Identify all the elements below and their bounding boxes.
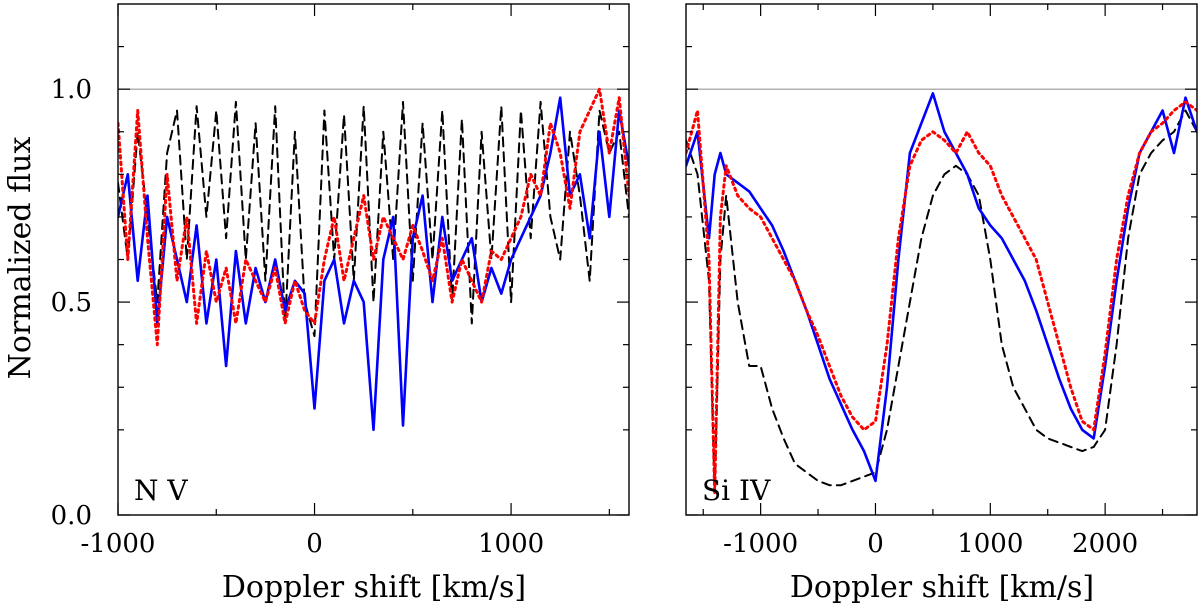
x-tick-label: -1000	[723, 529, 798, 559]
y-tick-label: 1.0	[51, 75, 92, 105]
x-axis-label-siiv: Doppler shift [km/s]	[790, 570, 1094, 605]
series-dashed-line	[686, 109, 1197, 495]
x-tick-label: 1000	[957, 529, 1023, 559]
x-axis-label-nv: Doppler shift [km/s]	[222, 570, 526, 605]
series-dotted-line	[686, 100, 1197, 496]
series-dashed-line	[118, 100, 629, 338]
x-tick-label: 0	[306, 529, 323, 559]
series-dotted-line	[118, 87, 629, 347]
y-axis-label: Normalized flux	[3, 137, 38, 380]
panel-siiv: -1000 0 1000 2000 Si IV	[685, 3, 1198, 559]
y-tick-label: 0.5	[51, 288, 92, 318]
x-tick-label: 1000	[478, 529, 544, 559]
panel-label: N V	[134, 474, 188, 507]
series-solid-line	[686, 92, 1197, 483]
y-tick-label: 0.0	[51, 501, 92, 531]
series-solid-line	[118, 96, 629, 432]
x-tick-label: 0	[867, 529, 884, 559]
panel-label: Si IV	[702, 474, 771, 507]
x-tick-label: 2000	[1072, 529, 1138, 559]
x-tick-label: -1000	[81, 529, 156, 559]
panel-nv: -1000 0 1000 0.0 0.5 1.0 N V	[51, 3, 630, 559]
